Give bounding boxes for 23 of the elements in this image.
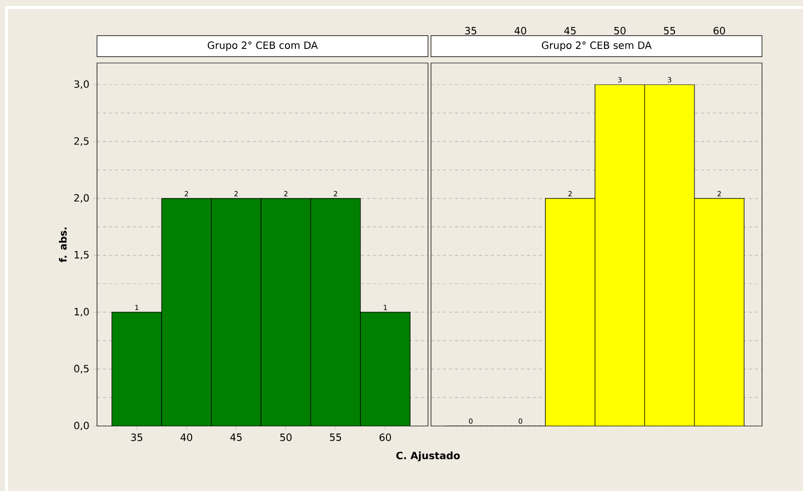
x2-tick-label: 35 — [465, 26, 476, 34]
x-tick-label: 35 — [131, 434, 142, 442]
y-tick-label: 0,0 — [74, 422, 89, 430]
chart-title: Grupo 2° CEB com DA — [208, 41, 318, 51]
y-tick-label: 0,5 — [74, 364, 89, 374]
x2-tick-label: 50 — [614, 26, 626, 34]
x2-tick-label: 60 — [714, 26, 725, 34]
x-tick-label: 45 — [230, 434, 242, 441]
x2-tick-label: 55 — [664, 27, 676, 34]
y-tick-label: 2,0 — [74, 194, 89, 203]
x-tick-label: 50 — [280, 434, 292, 442]
y-tick-label: 1,5 — [74, 251, 89, 260]
x-tick-label: 60 — [380, 434, 391, 442]
y-tick-label: 1,0 — [74, 308, 89, 316]
y-tick-label: 3,0 — [74, 80, 89, 89]
y-tick-label: 2,5 — [74, 137, 89, 146]
x-axis-title: C. Ajustado — [396, 452, 460, 462]
x-tick-label: 55 — [330, 434, 342, 441]
x2-tick-label: 45 — [564, 27, 576, 34]
chart-title: Grupo 2° CEB sem DA — [542, 41, 652, 51]
x2-tick-label: 40 — [514, 26, 526, 34]
y-axis-title: f. abs. — [58, 228, 67, 262]
x-tick-label: 40 — [180, 434, 192, 442]
